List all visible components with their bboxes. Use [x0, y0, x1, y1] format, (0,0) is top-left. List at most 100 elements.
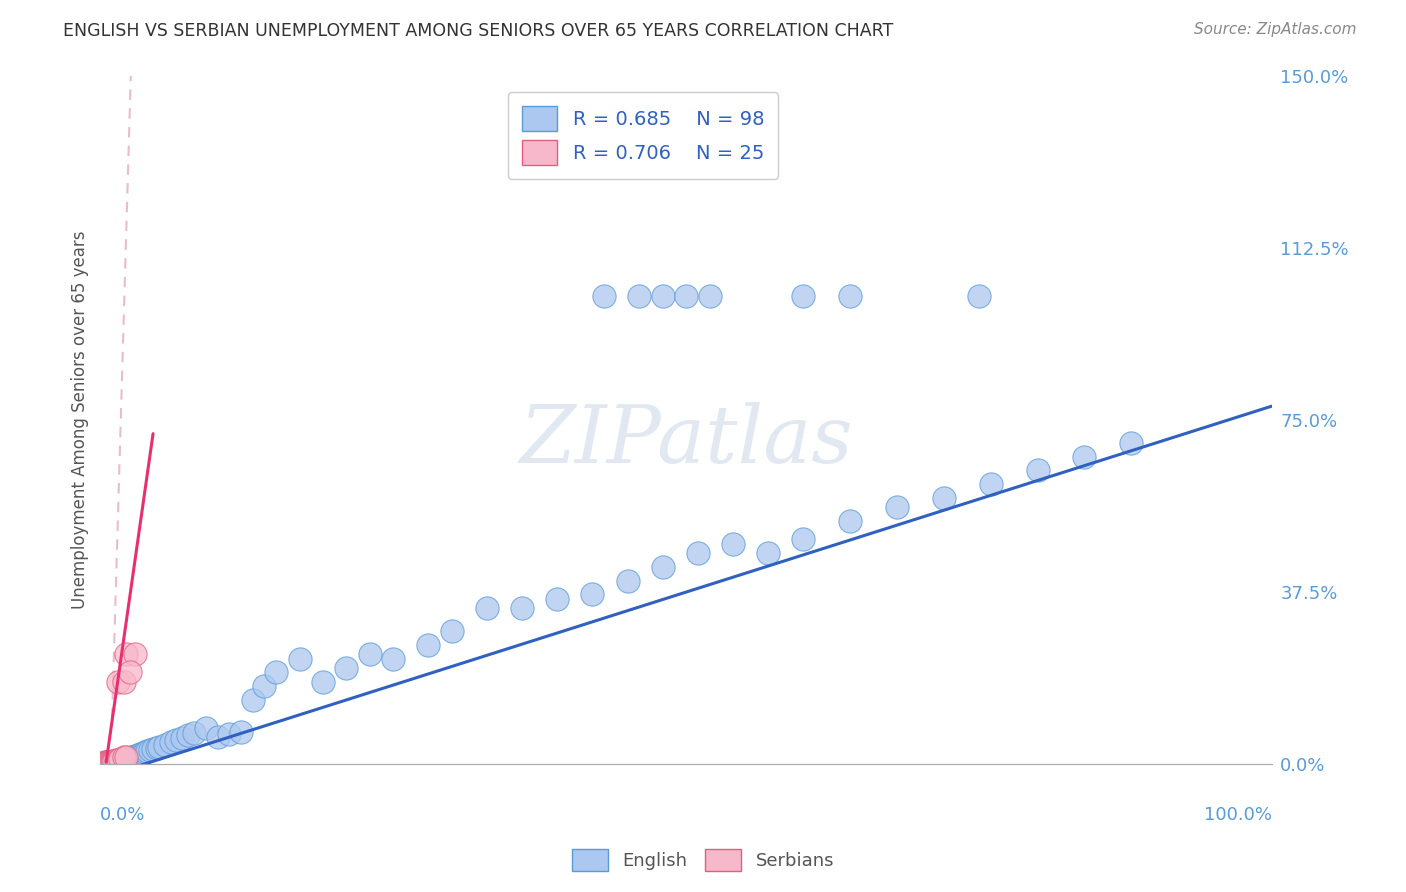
Point [103, 754, 125, 768]
Point [98, 755, 121, 769]
Text: ZIPatlas: ZIPatlas [519, 401, 853, 479]
Point [475, 601, 498, 615]
Point [124, 749, 146, 764]
Point [114, 753, 136, 767]
Point [359, 647, 381, 661]
Point [110, 752, 132, 766]
Point [93, 756, 115, 771]
Point [121, 750, 143, 764]
Point [100, 756, 122, 770]
Point [91, 757, 114, 772]
Point [1026, 463, 1049, 477]
Point [105, 756, 128, 770]
Point [98, 756, 121, 771]
Point [288, 651, 311, 665]
Point [94, 756, 117, 771]
Point [111, 754, 134, 768]
Point [1121, 435, 1143, 450]
Point [96, 756, 118, 770]
Point [177, 728, 200, 742]
Point [628, 289, 651, 303]
Point [103, 756, 125, 771]
Point [112, 750, 135, 764]
Point [172, 731, 194, 745]
Point [546, 591, 568, 606]
Point [97, 756, 120, 771]
Point [93, 757, 115, 772]
Point [127, 748, 149, 763]
Point [138, 743, 160, 757]
Point [129, 747, 152, 761]
Point [107, 674, 129, 689]
Point [96, 756, 118, 771]
Point [418, 638, 440, 652]
Point [440, 624, 463, 639]
Point [103, 756, 125, 770]
Point [96, 757, 118, 772]
Point [207, 730, 229, 744]
Point [242, 693, 264, 707]
Point [335, 661, 357, 675]
Legend: R = 0.685    N = 98, R = 0.706    N = 25: R = 0.685 N = 98, R = 0.706 N = 25 [509, 92, 778, 179]
Point [96, 756, 118, 771]
Point [721, 537, 744, 551]
Point [100, 756, 122, 771]
Point [118, 665, 141, 680]
Legend: English, Serbians: English, Serbians [564, 842, 842, 879]
Point [136, 744, 159, 758]
Point [382, 651, 405, 665]
Point [96, 756, 118, 770]
Point [112, 674, 135, 689]
Point [115, 647, 138, 661]
Point [932, 491, 955, 505]
Point [96, 757, 118, 772]
Point [93, 756, 115, 770]
Text: 0.0%: 0.0% [100, 805, 146, 823]
Y-axis label: Unemployment Among Seniors over 65 years: Unemployment Among Seniors over 65 years [72, 231, 89, 609]
Point [134, 745, 156, 759]
Point [312, 674, 335, 689]
Point [90, 757, 112, 772]
Point [593, 289, 616, 303]
Text: ENGLISH VS SERBIAN UNEMPLOYMENT AMONG SENIORS OVER 65 YEARS CORRELATION CHART: ENGLISH VS SERBIAN UNEMPLOYMENT AMONG SE… [63, 22, 894, 40]
Point [97, 756, 120, 771]
Point [97, 757, 120, 772]
Point [510, 601, 533, 615]
Point [145, 740, 167, 755]
Point [97, 755, 120, 769]
Point [103, 756, 125, 770]
Point [94, 756, 117, 770]
Point [839, 289, 862, 303]
Point [183, 726, 205, 740]
Text: Source: ZipAtlas.com: Source: ZipAtlas.com [1194, 22, 1357, 37]
Point [91, 756, 114, 771]
Point [100, 755, 122, 769]
Point [115, 750, 138, 764]
Point [792, 533, 814, 547]
Text: 100.0%: 100.0% [1204, 805, 1272, 823]
Point [108, 755, 131, 769]
Point [97, 756, 120, 770]
Point [253, 679, 276, 693]
Point [103, 754, 125, 768]
Point [159, 735, 181, 749]
Point [96, 756, 118, 771]
Point [651, 289, 673, 303]
Point [104, 755, 127, 769]
Point [94, 757, 117, 772]
Point [91, 756, 114, 771]
Point [118, 751, 141, 765]
Point [104, 756, 127, 770]
Point [94, 756, 117, 770]
Point [112, 754, 135, 768]
Point [101, 756, 124, 771]
Point [131, 746, 153, 760]
Point [839, 514, 862, 528]
Point [264, 665, 287, 680]
Point [166, 733, 188, 747]
Point [218, 727, 240, 741]
Point [107, 755, 129, 769]
Point [104, 753, 127, 767]
Point [756, 546, 779, 560]
Point [229, 725, 252, 739]
